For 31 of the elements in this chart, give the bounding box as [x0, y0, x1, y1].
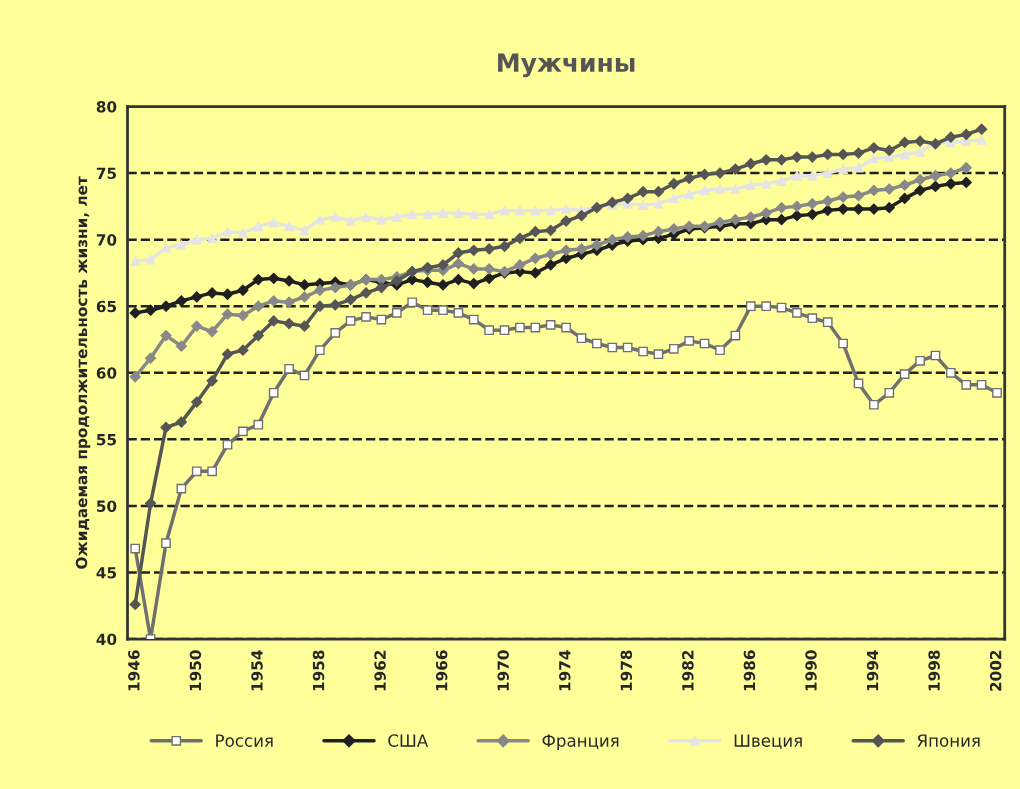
- x-tick-label: 1990: [805, 650, 817, 691]
- x-tick-label: 1978: [620, 650, 633, 691]
- y-axis-title: Ожидаемая продолжительность жизни, лет: [75, 176, 91, 569]
- x-tick-label: 1954: [251, 650, 263, 691]
- legend-label: Швеция: [734, 734, 802, 749]
- y-tick-label: 70: [96, 234, 117, 246]
- chart-title: Мужчины: [498, 53, 635, 78]
- x-tick-label: 1970: [497, 650, 509, 691]
- y-tick-label: 55: [97, 434, 117, 446]
- x-tick-label: 1974: [558, 650, 571, 691]
- y-tick-label: 40: [96, 633, 117, 646]
- y-tick-label: 65: [96, 300, 117, 313]
- y-tick-label: 50: [97, 500, 117, 512]
- x-tick-label: 1946: [128, 650, 140, 691]
- legend-label: Япония: [917, 734, 980, 747]
- x-tick-label: 1958: [312, 650, 325, 691]
- legend-label: Россия: [216, 734, 273, 747]
- x-tick-label: 1966: [435, 650, 448, 691]
- x-tick-label: 1982: [682, 650, 694, 691]
- legend-label: Франция: [542, 734, 619, 751]
- x-tick-label: 1950: [189, 650, 202, 691]
- x-tick-label: 1986: [743, 650, 756, 691]
- y-tick-label: 80: [96, 100, 117, 113]
- x-tick-label: 1994: [866, 650, 879, 691]
- y-tick-label: 60: [96, 367, 117, 379]
- y-tick-label: 45: [96, 567, 117, 579]
- legend-label: США: [388, 734, 429, 747]
- y-tick-label: 75: [96, 167, 117, 180]
- x-tick-label: 2002: [989, 650, 1002, 691]
- x-tick-label: 1962: [374, 650, 386, 691]
- x-tick-label: 1998: [928, 650, 940, 691]
